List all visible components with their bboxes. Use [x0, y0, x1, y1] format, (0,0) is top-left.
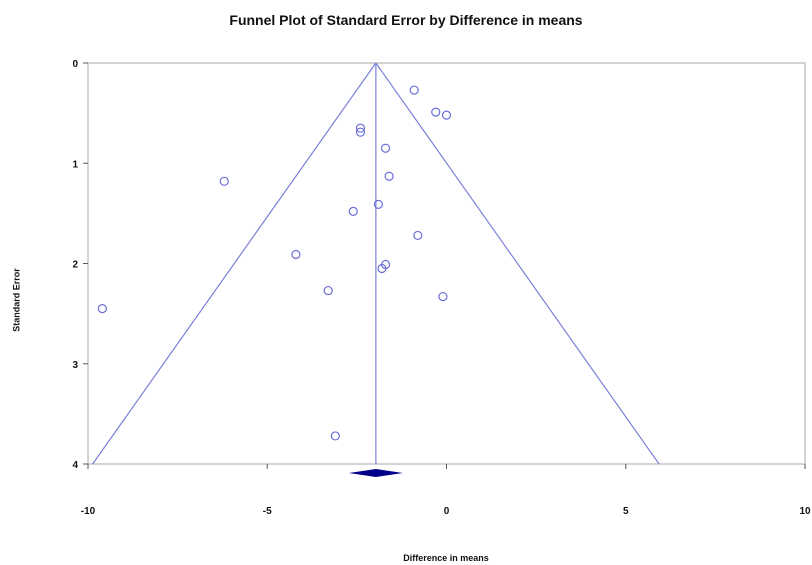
- plot-frame: [87, 62, 806, 465]
- funnel-right-line: [375, 62, 660, 465]
- chart-title: Funnel Plot of Standard Error by Differe…: [229, 12, 583, 28]
- x-tick-label: -5: [263, 506, 272, 517]
- study-point: [323, 285, 333, 296]
- study-point: [431, 107, 441, 117]
- study-point: [384, 171, 394, 181]
- y-tick-label: 0: [72, 59, 78, 70]
- study-point: [97, 304, 107, 314]
- y-tick-label: 2: [72, 260, 78, 271]
- x-tick-label: 10: [799, 506, 811, 517]
- x-axis-label: Difference in means: [403, 553, 489, 563]
- study-point: [355, 123, 366, 133]
- summary-diamond: [348, 469, 403, 477]
- study-point: [380, 143, 391, 153]
- x-tick-label: -10: [81, 506, 96, 517]
- x-tick-label: 0: [444, 506, 450, 517]
- study-point: [413, 230, 423, 241]
- y-tick-label: 1: [72, 159, 78, 170]
- y-tick-label: 4: [72, 460, 78, 471]
- study-point: [219, 176, 229, 186]
- x-tick-label: 5: [623, 506, 629, 517]
- study-point: [330, 431, 340, 441]
- study-point: [355, 127, 366, 137]
- funnel-left-line: [92, 62, 377, 465]
- study-point: [409, 85, 419, 95]
- study-point: [373, 199, 383, 209]
- y-tick-label: 3: [72, 360, 78, 371]
- study-point: [377, 263, 387, 274]
- study-point: [348, 206, 358, 216]
- study-point: [438, 291, 448, 302]
- study-point: [291, 249, 301, 260]
- study-point: [441, 110, 452, 120]
